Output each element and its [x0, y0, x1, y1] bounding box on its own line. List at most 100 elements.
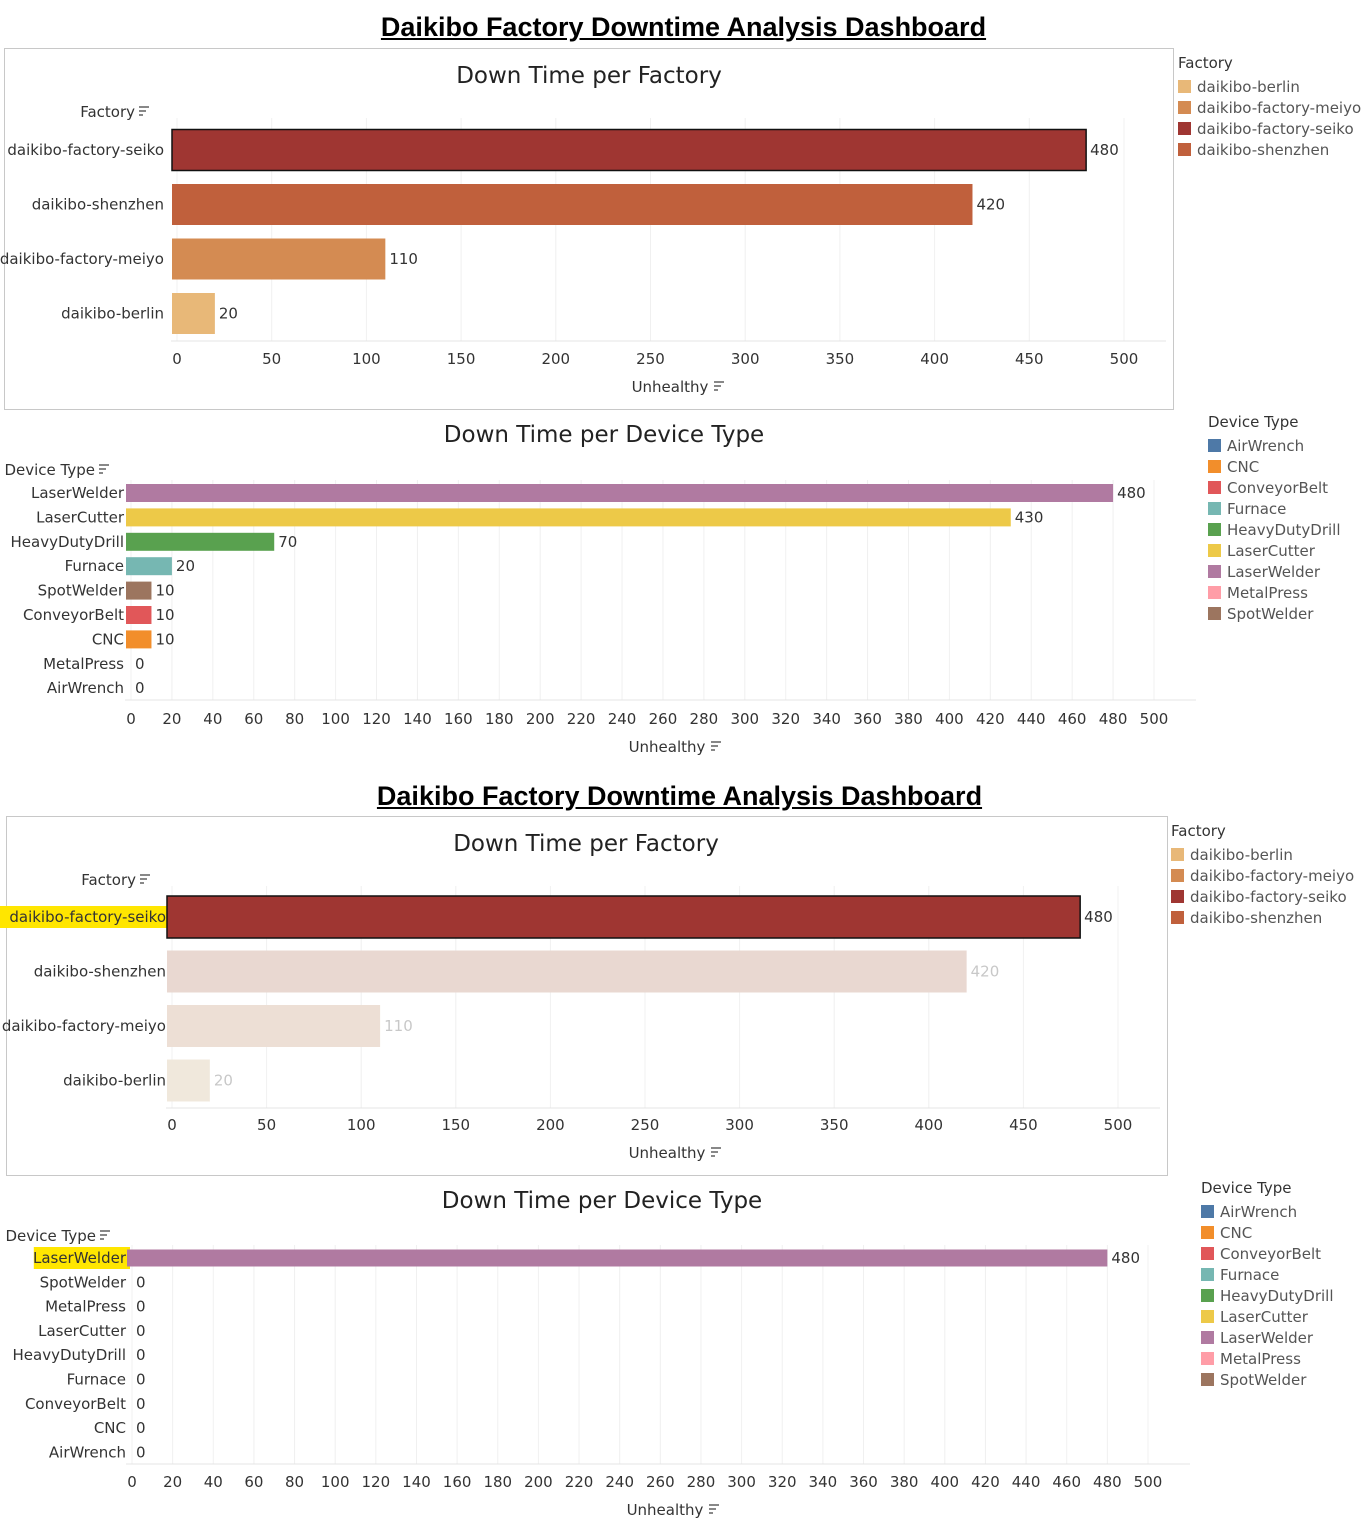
- legend-label: SpotWelder: [1220, 1370, 1307, 1389]
- legend-item[interactable]: Furnace: [1208, 498, 1341, 519]
- x-axis-title: Unhealthy: [632, 378, 709, 396]
- legend-swatch: [1178, 143, 1191, 156]
- x-tick-label: 150: [441, 1116, 470, 1134]
- legend-item[interactable]: daikibo-shenzhen: [1171, 907, 1354, 928]
- legend-label: daikibo-factory-seiko: [1190, 887, 1347, 906]
- data-label: 430: [1015, 508, 1044, 526]
- category-label: daikibo-factory-meiyo: [0, 250, 164, 268]
- legend-swatch: [1178, 122, 1191, 135]
- legend-swatch: [1201, 1247, 1214, 1260]
- legend-item[interactable]: daikibo-berlin: [1171, 844, 1354, 865]
- dashboard-title: Daikibo Factory Downtime Analysis Dashbo…: [380, 12, 987, 42]
- data-label: 10: [155, 606, 174, 624]
- legend-item[interactable]: Furnace: [1201, 1264, 1334, 1285]
- legend-item[interactable]: SpotWelder: [1208, 603, 1341, 624]
- legend-swatch: [1171, 848, 1184, 861]
- legend-item[interactable]: SpotWelder: [1201, 1369, 1334, 1390]
- x-tick-label: 360: [853, 710, 882, 728]
- legend-item[interactable]: LaserCutter: [1208, 540, 1341, 561]
- category-label: MetalPress: [45, 1298, 126, 1316]
- legend-item[interactable]: AirWrench: [1201, 1201, 1334, 1222]
- legend-swatch: [1208, 481, 1221, 494]
- x-tick-label: 120: [362, 710, 391, 728]
- x-tick-label: 300: [730, 710, 759, 728]
- legend-label: MetalPress: [1220, 1349, 1301, 1368]
- legend-item[interactable]: daikibo-factory-meiyo: [1171, 865, 1354, 886]
- legend-label: daikibo-berlin: [1190, 845, 1293, 864]
- category-label: AirWrench: [47, 679, 124, 697]
- legend-swatch: [1208, 439, 1221, 452]
- x-tick-label: 300: [727, 1473, 756, 1491]
- x-tick-label: 100: [321, 1473, 350, 1491]
- factory-chart-frame: [4, 48, 1174, 410]
- category-label: LaserWelder: [33, 1249, 127, 1267]
- legend-item[interactable]: LaserCutter: [1201, 1306, 1334, 1327]
- x-tick-label: 100: [352, 350, 381, 368]
- legend-label: ConveyorBelt: [1220, 1244, 1322, 1263]
- data-label: 0: [136, 1273, 146, 1291]
- x-tick-label: 20: [163, 1473, 182, 1491]
- bar: [166, 895, 1081, 939]
- legend-item[interactable]: MetalPress: [1208, 582, 1341, 603]
- legend-item[interactable]: LaserWelder: [1208, 561, 1341, 582]
- legend-item[interactable]: HeavyDutyDrill: [1201, 1285, 1334, 1306]
- bar: [126, 484, 1114, 502]
- legend-label: MetalPress: [1227, 583, 1308, 602]
- legend-item[interactable]: daikibo-factory-seiko: [1178, 118, 1361, 139]
- legend-item[interactable]: ConveyorBelt: [1208, 477, 1341, 498]
- legend-item[interactable]: MetalPress: [1201, 1348, 1334, 1369]
- data-label: 0: [136, 1395, 146, 1413]
- legend-swatch: [1208, 607, 1221, 620]
- x-tick-label: 500: [1140, 710, 1169, 728]
- y-axis-title: Factory: [80, 103, 135, 121]
- x-tick-label: 60: [244, 1473, 263, 1491]
- legend-item[interactable]: CNC: [1201, 1222, 1334, 1243]
- chart-title: Down Time per Device Type: [442, 1188, 762, 1214]
- bar: [172, 184, 973, 225]
- data-label: 420: [971, 963, 1000, 981]
- legend-item[interactable]: daikibo-factory-seiko: [1171, 886, 1354, 907]
- chart-title: Down Time per Factory: [456, 63, 722, 89]
- factory-chart-frame: [6, 816, 1168, 1176]
- category-label: ConveyorBelt: [23, 606, 124, 624]
- data-label: 420: [976, 196, 1005, 214]
- y-axis-title: Factory: [81, 871, 136, 889]
- legend-item[interactable]: daikibo-shenzhen: [1178, 139, 1361, 160]
- x-axis-title: Unhealthy: [629, 738, 706, 756]
- x-tick-label: 260: [649, 710, 678, 728]
- bar: [126, 532, 275, 551]
- data-label: 0: [136, 1298, 146, 1316]
- x-tick-label: 0: [127, 1473, 137, 1491]
- data-label: 20: [214, 1072, 233, 1090]
- legend-swatch: [1171, 890, 1184, 903]
- legend-swatch: [1208, 544, 1221, 557]
- category-label: ConveyorBelt: [25, 1395, 126, 1413]
- x-tick-label: 40: [203, 710, 222, 728]
- x-tick-label: 350: [826, 350, 855, 368]
- category-label: daikibo-factory-seiko: [7, 141, 164, 159]
- legend-item[interactable]: AirWrench: [1208, 435, 1341, 456]
- legend-item[interactable]: LaserWelder: [1201, 1327, 1334, 1348]
- category-highlight: [0, 906, 170, 928]
- legend-item[interactable]: ConveyorBelt: [1201, 1243, 1334, 1264]
- x-tick-label: 500: [1110, 350, 1139, 368]
- x-tick-label: 140: [402, 1473, 431, 1491]
- data-label: 110: [389, 250, 418, 268]
- x-tick-label: 120: [362, 1473, 391, 1491]
- category-label: SpotWelder: [40, 1273, 127, 1291]
- legend-item[interactable]: daikibo-berlin: [1178, 76, 1361, 97]
- legend-item[interactable]: CNC: [1208, 456, 1341, 477]
- legend-item[interactable]: HeavyDutyDrill: [1208, 519, 1341, 540]
- legend-item[interactable]: daikibo-factory-meiyo: [1178, 97, 1361, 118]
- bar: [126, 606, 152, 624]
- x-axis-title: Unhealthy: [629, 1144, 706, 1162]
- x-tick-label: 400: [935, 710, 964, 728]
- x-axis-title: Unhealthy: [627, 1501, 704, 1519]
- x-tick-label: 450: [1009, 1116, 1038, 1134]
- legend-label: Furnace: [1227, 499, 1287, 518]
- x-tick-label: 220: [565, 1473, 594, 1491]
- x-tick-label: 350: [820, 1116, 849, 1134]
- x-tick-label: 420: [971, 1473, 1000, 1491]
- x-tick-label: 460: [1052, 1473, 1081, 1491]
